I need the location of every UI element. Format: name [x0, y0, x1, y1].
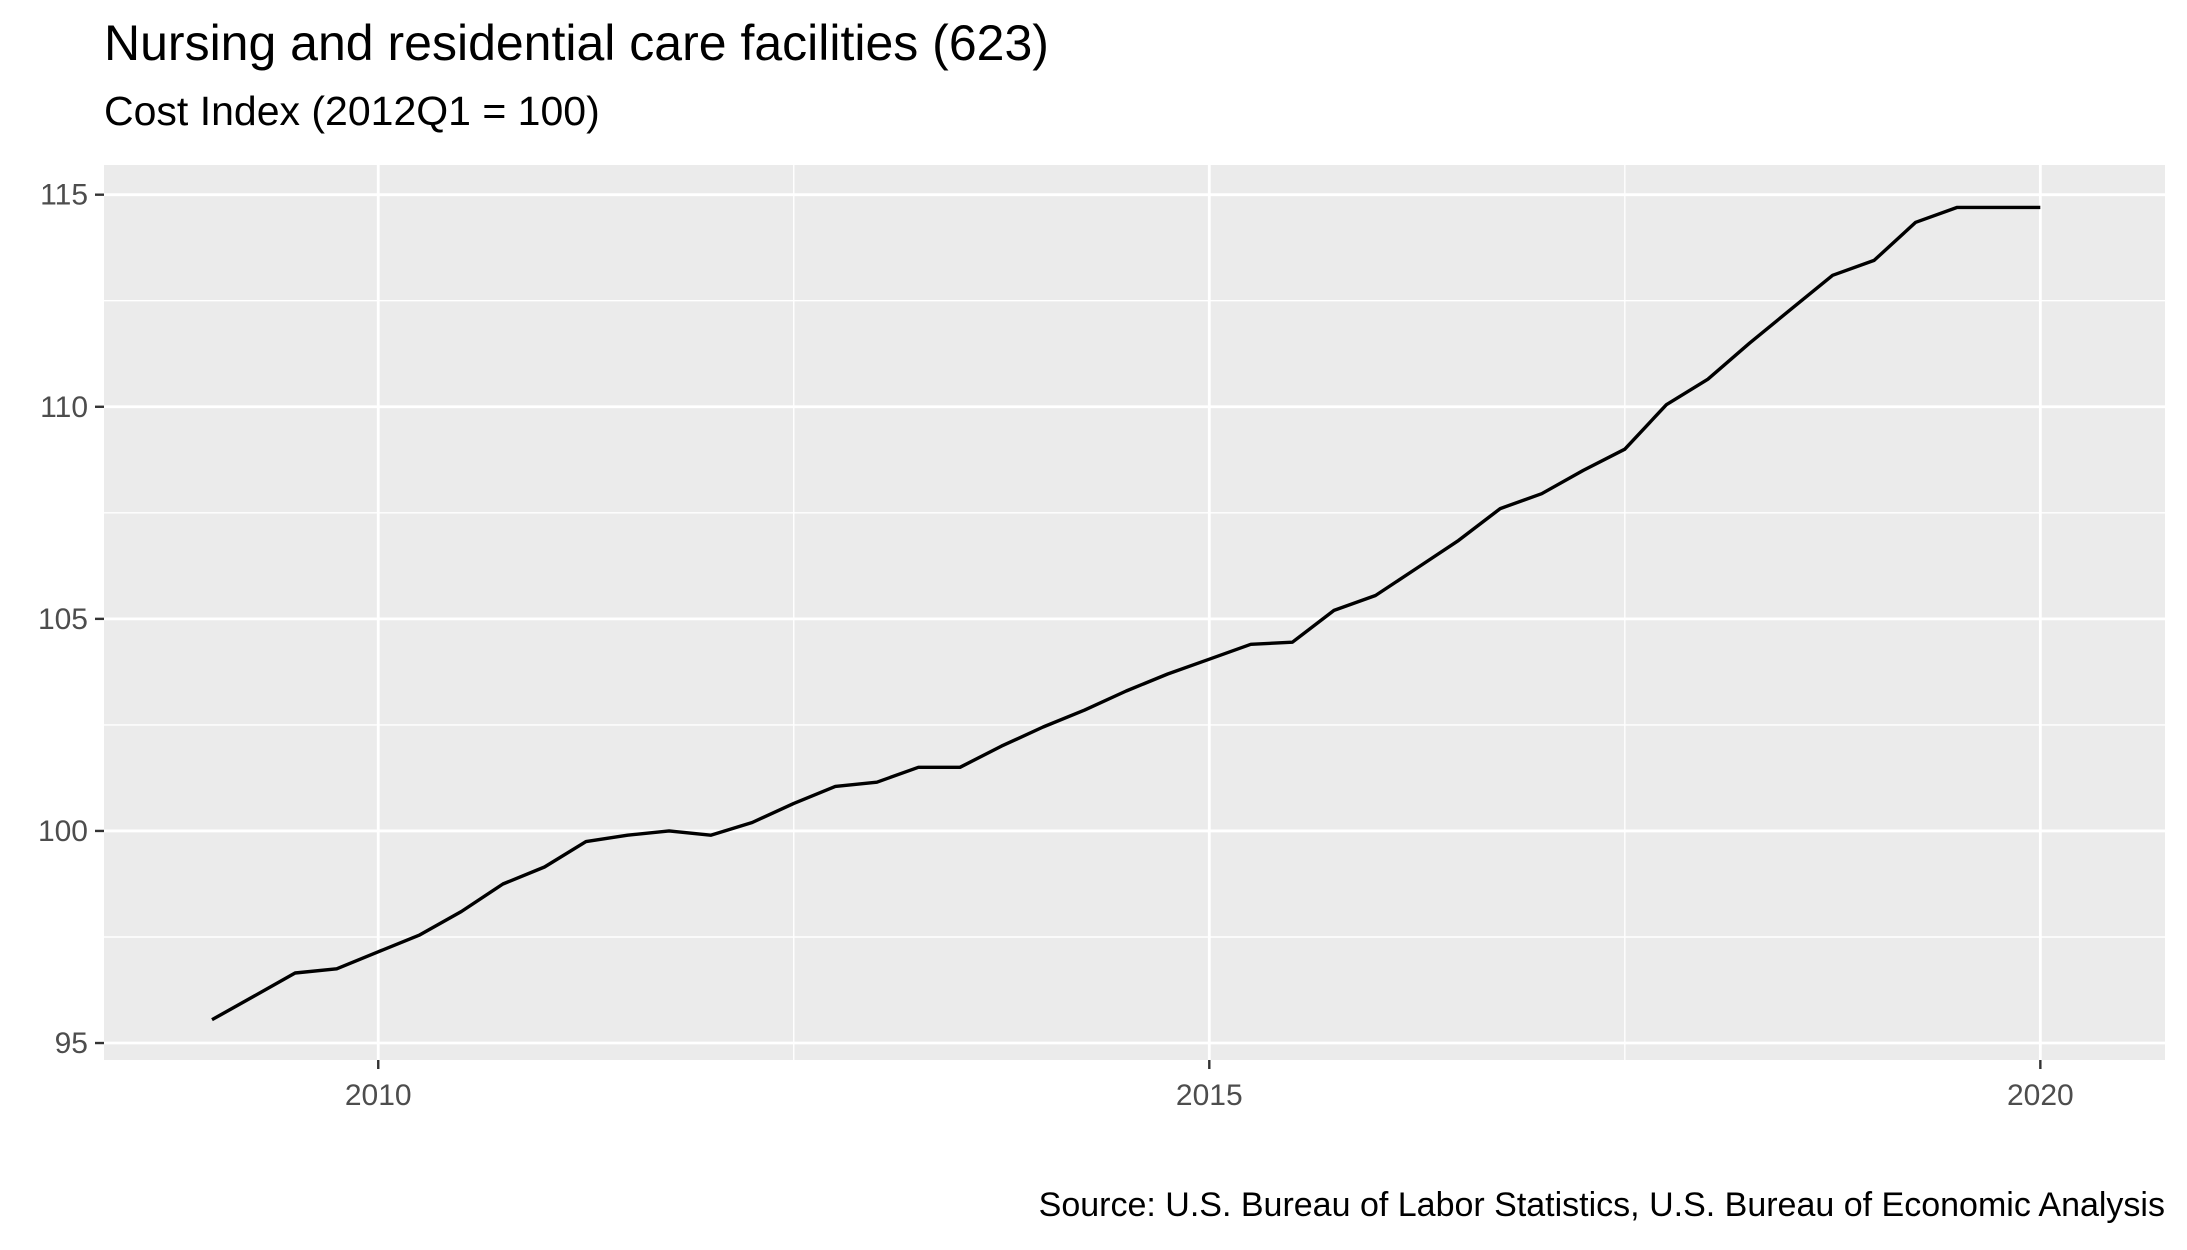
- plot-panel: [104, 165, 2165, 1060]
- x-axis: 2010 2015 2020: [345, 1060, 2074, 1112]
- source-caption: Source: U.S. Bureau of Labor Statistics,…: [1038, 1186, 2165, 1224]
- y-tick-label: 105: [38, 603, 88, 636]
- chart-title: Nursing and residential care facilities …: [104, 15, 1049, 71]
- series-line: [211, 205, 2041, 1022]
- y-tick-label: 110: [40, 391, 88, 424]
- y-tick-label: 115: [40, 179, 88, 212]
- y-tick-label: 100: [38, 815, 88, 848]
- y-axis: 95 100 105 110 115: [38, 179, 104, 1060]
- x-tick-label: 2015: [1176, 1079, 1243, 1112]
- minor-gridlines: [104, 165, 2165, 1060]
- chart-subtitle: Cost Index (2012Q1 = 100): [104, 88, 600, 134]
- major-gridlines: [104, 165, 2165, 1060]
- x-tick-label: 2010: [345, 1079, 412, 1112]
- x-tick-label: 2020: [2007, 1079, 2074, 1112]
- y-tick-label: 95: [55, 1027, 88, 1060]
